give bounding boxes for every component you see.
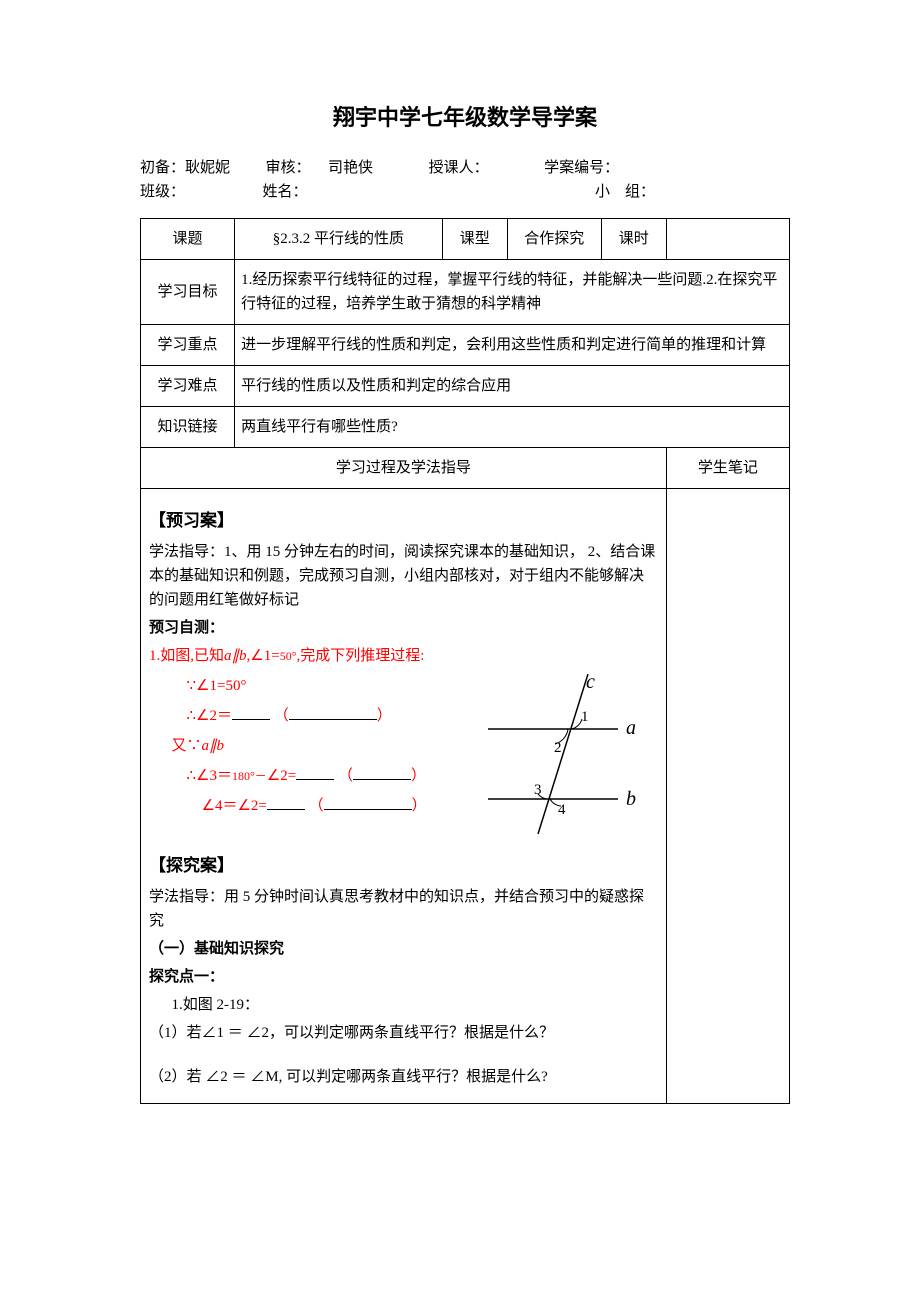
row-diff: 学习难点 平行线的性质以及性质和判定的综合应用 (141, 366, 790, 407)
meta-line-2: 班级： 姓名： 小 组： (140, 180, 790, 204)
diff-label: 学习难点 (141, 366, 235, 407)
teacher-label: 授课人： (429, 160, 489, 176)
period-label: 课时 (601, 219, 666, 260)
plan-no-label: 学案编号： (544, 160, 619, 176)
class-label: 班级： (140, 184, 185, 200)
process-label: 学习过程及学法指导 (141, 448, 667, 489)
explore-q2: （2）若 ∠2 ＝ ∠M, 可以判定哪两条直线平行？根据是什么? (149, 1065, 658, 1089)
focus-value: 进一步理解平行线的性质和判定，会利用这些性质和判定进行简单的推理和计算 (235, 325, 790, 366)
q1-suffix: ,完成下列推理过程: (297, 648, 425, 664)
row-goal: 学习目标 1.经历探索平行线特征的过程，掌握平行线的特征，并能解决一些问题.2.… (141, 260, 790, 325)
topic-label: 课题 (141, 219, 235, 260)
step-2b: （ (274, 708, 289, 724)
label-2: 2 (554, 740, 562, 756)
label-4: 4 (558, 802, 566, 818)
row-content: 【预习案】 学法指导：1、用 15 分钟左右的时间，阅读探究课本的基础知识， 2… (141, 489, 790, 1104)
review-label: 审核： (266, 160, 311, 176)
step-1-text: ∵∠1=50° (187, 678, 247, 694)
step-4c: （ (338, 768, 353, 784)
explore-q1: （1）若∠1 ＝ ∠2，可以判定哪两条直线平行？根据是什么？ (149, 1021, 658, 1045)
step-4mid: 180°－ (232, 769, 267, 783)
row-link: 知识链接 两直线平行有哪些性质? (141, 407, 790, 448)
type-label: 课型 (442, 219, 507, 260)
selftest-label: 预习自测： (149, 616, 658, 640)
step-4b: ∠2= (267, 768, 296, 784)
q1-line: 1.如图,已知a∥b,∠1=50°,完成下列推理过程: (149, 644, 658, 668)
prep-value: 耿妮妮 (185, 160, 230, 176)
step-2a: ∴∠2＝ (187, 708, 233, 724)
label-a: a (626, 717, 636, 739)
topic-value: §2.3.2 平行线的性质 (235, 219, 443, 260)
blank-5a (267, 794, 305, 810)
step-3-text: 又∵ (172, 738, 202, 754)
explore-sub1: （一）基础知识探究 (149, 937, 658, 961)
blank-2b (289, 704, 377, 720)
link-value: 两直线平行有哪些性质? (235, 407, 790, 448)
blank-4a (296, 764, 334, 780)
step-4d: ） (411, 768, 426, 784)
notes-cell (666, 489, 789, 1104)
blank-4b (353, 764, 411, 780)
blank-5b (324, 794, 412, 810)
diff-value: 平行线的性质以及性质和判定的综合应用 (235, 366, 790, 407)
goal-label: 学习目标 (141, 260, 235, 325)
step-5c: ） (412, 798, 427, 814)
row-process-header: 学习过程及学法指导 学生笔记 (141, 448, 790, 489)
step-5a: ∠4＝∠2= (202, 798, 267, 814)
preview-heading: 【预习案】 (149, 507, 658, 534)
step-2c: ） (377, 708, 392, 724)
explore-guide: 学法指导：用 5 分钟时间认真思考教材中的知识点，并结合预习中的疑惑探究 (149, 885, 658, 933)
preview-guide: 学法指导：1、用 15 分钟左右的时间，阅读探究课本的基础知识， 2、结合课本的… (149, 540, 658, 612)
row-topic: 课题 §2.3.2 平行线的性质 课型 合作探究 课时 (141, 219, 790, 260)
prep-label: 初备： (140, 160, 185, 176)
review-value: 司艳侠 (328, 160, 373, 176)
content-cell: 【预习案】 学法指导：1、用 15 分钟左右的时间，阅读探究课本的基础知识， 2… (141, 489, 667, 1104)
step-4a: ∴∠3＝ (187, 768, 233, 784)
period-value (666, 219, 789, 260)
meta-line-1: 初备：耿妮妮 审核： 司艳侠 授课人： 学案编号： (140, 156, 790, 180)
label-b: b (626, 788, 636, 810)
type-value: 合作探究 (507, 219, 601, 260)
goal-value: 1.经历探索平行线特征的过程，掌握平行线的特征，并能解决一些问题.2.在探究平行… (235, 260, 790, 325)
label-c: c (586, 674, 595, 693)
q1-mid: ,∠1= (247, 648, 280, 664)
label-3: 3 (534, 782, 542, 798)
blank-2a (232, 704, 270, 720)
q1-deg: 50° (280, 649, 297, 663)
notes-label: 学生笔记 (666, 448, 789, 489)
link-label: 知识链接 (141, 407, 235, 448)
page-title: 翔宇中学七年级数学导学案 (140, 100, 790, 132)
lesson-table: 课题 §2.3.2 平行线的性质 课型 合作探究 课时 学习目标 1.经历探索平… (140, 218, 790, 1104)
q1-prefix: 1.如图,已知 (149, 648, 224, 664)
step-5b: （ (309, 798, 324, 814)
focus-label: 学习重点 (141, 325, 235, 366)
explore-fig: 1.如图 2-19： (149, 993, 658, 1017)
explore-heading: 【探究案】 (149, 852, 658, 879)
label-1: 1 (581, 709, 589, 725)
row-focus: 学习重点 进一步理解平行线的性质和判定，会利用这些性质和判定进行简单的推理和计算 (141, 325, 790, 366)
step-3-ab: a∥b (202, 738, 225, 754)
parallel-lines-diagram: c a b 1 2 3 4 (468, 674, 648, 844)
group-label: 小 组： (595, 184, 655, 200)
explore-pt: 探究点一： (149, 965, 658, 989)
page: 翔宇中学七年级数学导学案 初备：耿妮妮 审核： 司艳侠 授课人： 学案编号： 班… (0, 0, 920, 1302)
name-label: 姓名： (263, 184, 308, 200)
q1-ab: a∥b (224, 648, 247, 664)
diagram-area: ∵∠1=50° ∴∠2＝ （） 又∵a∥b ∴∠3＝180°－∠2= （） ∠4 (149, 674, 658, 844)
